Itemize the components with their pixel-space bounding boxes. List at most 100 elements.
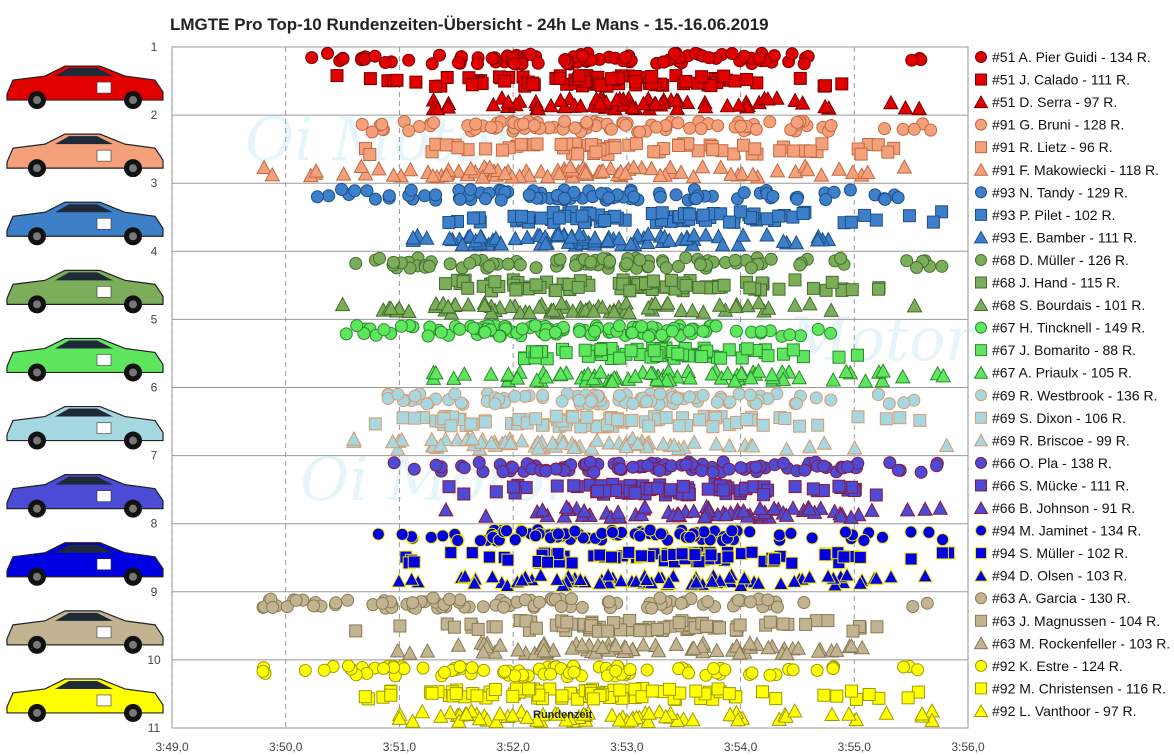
data-point bbox=[788, 480, 802, 494]
data-point bbox=[588, 324, 602, 338]
data-point bbox=[672, 419, 686, 433]
data-point bbox=[722, 687, 736, 701]
data-point bbox=[862, 688, 876, 701]
data-point bbox=[935, 259, 949, 273]
data-point bbox=[427, 116, 441, 130]
legend-marker bbox=[975, 389, 987, 402]
data-point bbox=[464, 183, 477, 196]
data-point bbox=[642, 419, 656, 433]
legend-marker bbox=[973, 636, 989, 650]
data-point bbox=[453, 660, 467, 674]
data-point bbox=[831, 161, 848, 176]
data-point bbox=[679, 74, 693, 88]
data-point bbox=[450, 163, 467, 178]
data-point bbox=[737, 49, 751, 63]
data-point bbox=[572, 97, 589, 113]
data-point bbox=[554, 138, 568, 151]
data-point bbox=[508, 57, 521, 71]
data-point bbox=[591, 484, 604, 498]
data-point bbox=[514, 137, 528, 151]
data-point bbox=[824, 326, 838, 340]
data-point bbox=[307, 599, 321, 613]
data-point bbox=[696, 508, 713, 524]
data-point bbox=[605, 72, 619, 86]
data-point bbox=[425, 167, 441, 183]
data-point bbox=[389, 441, 406, 456]
data-point bbox=[645, 70, 659, 83]
data-point bbox=[584, 394, 598, 408]
data-point bbox=[722, 706, 738, 722]
data-point bbox=[734, 165, 750, 181]
data-point bbox=[679, 278, 693, 292]
data-point bbox=[744, 437, 761, 453]
data-point bbox=[519, 229, 536, 244]
legend-entry: #51 D. Serra - 97 R. bbox=[973, 94, 1117, 110]
data-point bbox=[566, 439, 582, 454]
data-point bbox=[752, 500, 768, 515]
data-point bbox=[668, 92, 685, 107]
data-point bbox=[375, 596, 389, 610]
data-point bbox=[429, 458, 443, 472]
data-point bbox=[742, 369, 759, 385]
data-point bbox=[463, 256, 477, 270]
legend-marker bbox=[973, 568, 989, 582]
data-point bbox=[449, 431, 466, 447]
data-point bbox=[554, 600, 568, 613]
data-point bbox=[806, 281, 820, 295]
data-point bbox=[408, 411, 421, 425]
data-point bbox=[737, 186, 751, 200]
legend-entry: #91 F. Makowiecki - 118 R. bbox=[973, 162, 1159, 178]
data-point bbox=[519, 481, 533, 495]
data-point bbox=[679, 251, 693, 265]
data-point bbox=[634, 549, 648, 563]
data-point bbox=[702, 51, 716, 65]
data-point bbox=[697, 98, 714, 114]
legend-entry: #94 M. Jaminet - 134 R. bbox=[975, 523, 1141, 539]
series-20 bbox=[442, 477, 883, 502]
data-point bbox=[585, 303, 602, 318]
data-point bbox=[618, 438, 635, 454]
data-point bbox=[621, 304, 638, 320]
series-9 bbox=[405, 226, 837, 252]
data-point bbox=[403, 571, 420, 586]
data-point bbox=[735, 502, 752, 518]
data-point bbox=[761, 349, 775, 363]
data-point bbox=[559, 346, 573, 360]
series-6 bbox=[256, 158, 913, 184]
data-point bbox=[930, 459, 944, 473]
data-point bbox=[900, 254, 914, 268]
data-point bbox=[375, 117, 389, 131]
data-point bbox=[501, 553, 515, 567]
data-point bbox=[565, 556, 579, 570]
data-point bbox=[572, 69, 586, 83]
data-point bbox=[558, 192, 571, 205]
data-point bbox=[803, 144, 817, 158]
data-point bbox=[669, 188, 683, 202]
data-point bbox=[404, 713, 421, 728]
data-point bbox=[310, 190, 324, 204]
data-point bbox=[835, 77, 849, 91]
data-point bbox=[628, 573, 644, 588]
legend-label: #51 J. Calado - 111 R. bbox=[992, 72, 1130, 88]
data-point bbox=[389, 642, 406, 658]
data-point bbox=[666, 437, 682, 452]
data-point bbox=[802, 295, 818, 311]
data-point bbox=[289, 593, 303, 607]
legend-label: #69 S. Dixon - 106 R. bbox=[992, 410, 1126, 426]
data-point bbox=[489, 485, 503, 499]
data-point bbox=[555, 394, 569, 408]
data-point bbox=[750, 363, 767, 378]
data-point bbox=[721, 550, 735, 564]
legend-marker bbox=[975, 141, 987, 154]
data-point bbox=[645, 684, 659, 698]
data-point bbox=[733, 577, 749, 592]
data-point bbox=[478, 325, 492, 339]
data-point bbox=[601, 624, 615, 638]
data-point bbox=[363, 148, 377, 161]
data-point bbox=[870, 620, 884, 634]
data-point bbox=[710, 395, 724, 409]
data-point bbox=[730, 711, 746, 727]
legend-entry: #67 A. Priaulx - 105 R. bbox=[973, 365, 1132, 381]
data-point bbox=[592, 364, 609, 379]
data-point bbox=[869, 488, 883, 502]
